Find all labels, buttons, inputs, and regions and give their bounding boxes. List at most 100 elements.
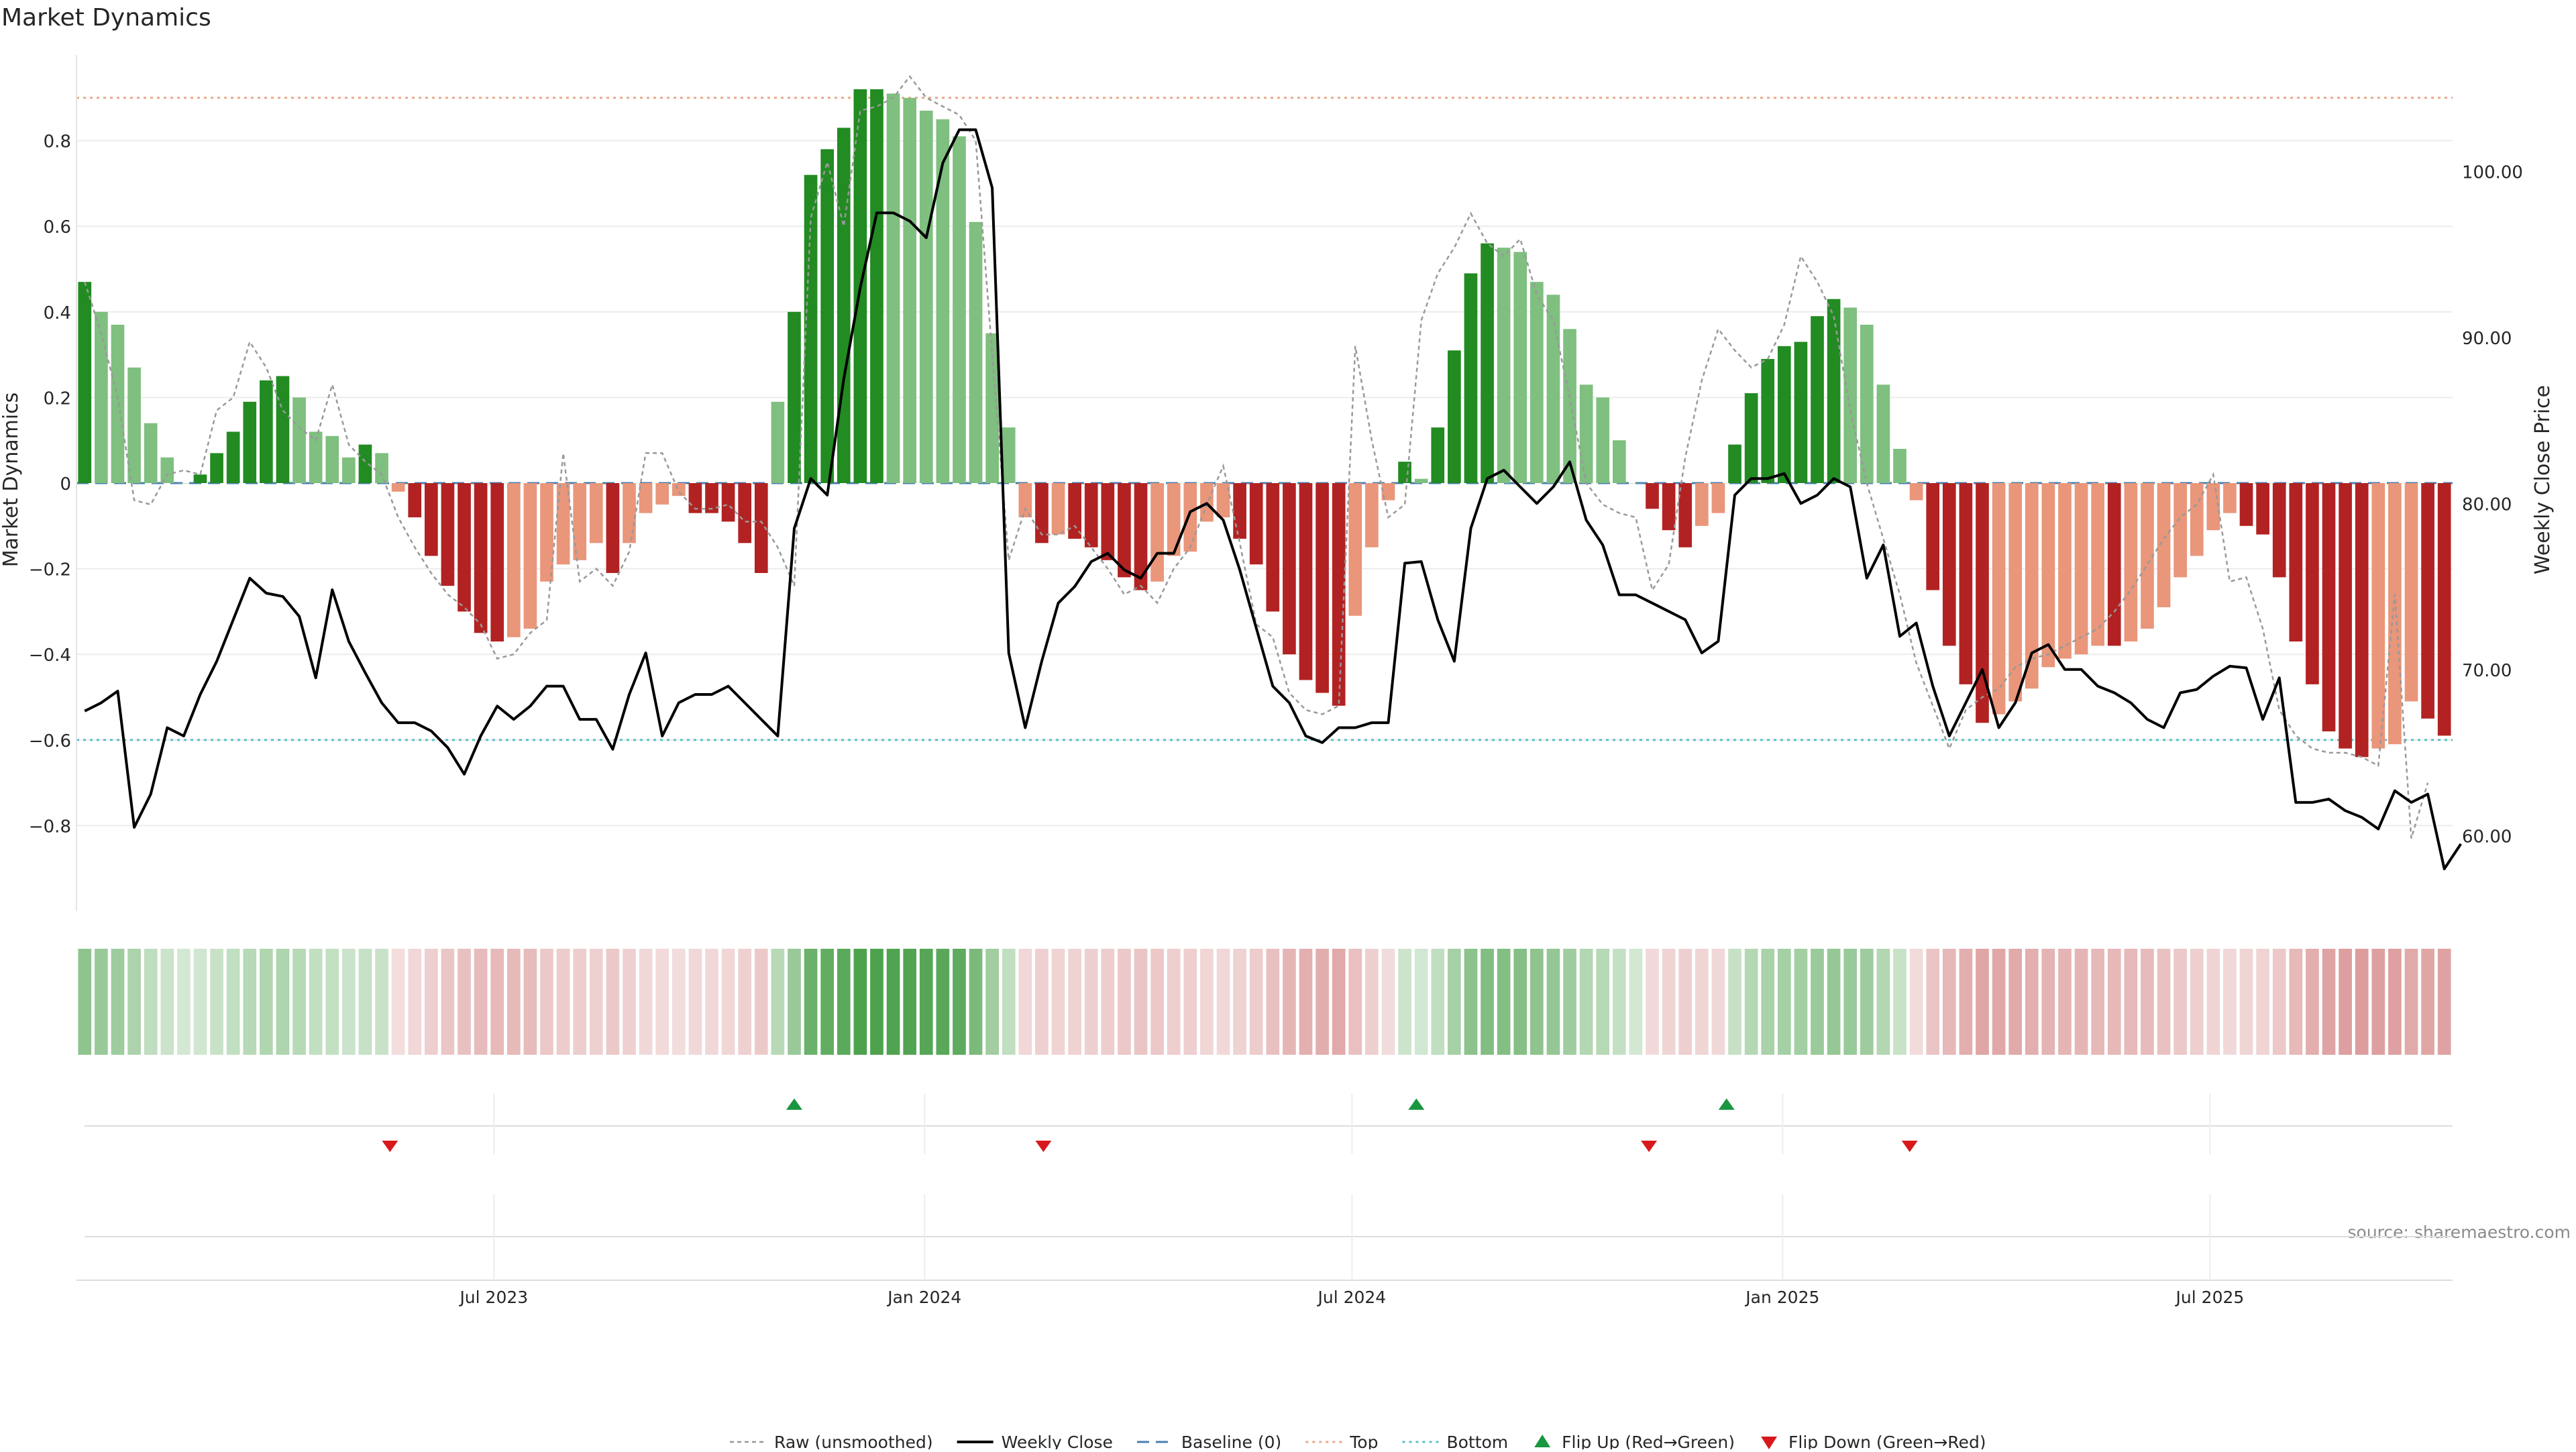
bar [458, 483, 471, 612]
band-cell [2339, 949, 2352, 1055]
bar [441, 483, 455, 586]
legend-swatch [1534, 1435, 1551, 1447]
bar [2421, 483, 2434, 719]
bar [556, 483, 570, 565]
bar [1431, 427, 1445, 483]
bar [1348, 483, 1362, 616]
band-cell [2306, 949, 2319, 1055]
bar [2272, 483, 2286, 578]
bar [1134, 483, 1148, 590]
band-cell [1348, 949, 1362, 1055]
band-cell [2256, 949, 2269, 1055]
band-cell [1283, 949, 1296, 1055]
bar [2141, 483, 2154, 629]
band-cell [441, 949, 455, 1055]
bar [1283, 483, 1296, 655]
bar [1843, 307, 1858, 483]
band-cell [1513, 949, 1527, 1055]
bar [655, 483, 669, 505]
bar [870, 89, 883, 484]
band-cell [903, 949, 916, 1055]
band-cell [1794, 949, 1808, 1055]
band-cell [1118, 949, 1131, 1055]
band-cell [1579, 949, 1593, 1055]
bar [276, 376, 290, 483]
band-cell [771, 949, 785, 1055]
bar [292, 397, 306, 483]
bar [490, 483, 504, 642]
band-cell [1959, 949, 1973, 1055]
x-tick-label: Jul 2024 [1316, 1288, 1386, 1307]
bar [2124, 483, 2138, 642]
band-cell [210, 949, 223, 1055]
bar [226, 431, 240, 483]
band-cell [127, 949, 141, 1055]
flip-markers [85, 1098, 2453, 1237]
raw-line [84, 74, 2429, 839]
band-cell [2025, 949, 2039, 1055]
band-cell [1381, 949, 1395, 1055]
bar [2388, 483, 2402, 745]
band-cell [639, 949, 653, 1055]
band-cell [2223, 949, 2237, 1055]
band-cell [1811, 949, 1824, 1055]
bar [1167, 483, 1181, 556]
bar [2206, 483, 2220, 531]
bar [1018, 483, 1032, 518]
band-cell [1976, 949, 1989, 1055]
bar [1596, 397, 1610, 483]
band-cell [1167, 949, 1181, 1055]
bar [985, 333, 999, 483]
legend-label: Baseline (0) [1181, 1433, 1281, 1449]
bar [1827, 299, 1841, 483]
y2-tick-label: 80.00 [2462, 495, 2512, 515]
band-cell [1101, 949, 1115, 1055]
band-cell [738, 949, 752, 1055]
bar [1695, 483, 1709, 526]
band-cell [1860, 949, 1874, 1055]
bar [1926, 483, 1940, 590]
bar [78, 282, 92, 483]
bar [160, 457, 174, 483]
band-cell [556, 949, 570, 1055]
band-cell [160, 949, 174, 1055]
band-cell [1068, 949, 1081, 1055]
band-cell [1150, 949, 1164, 1055]
legend-item-baseline: Baseline (0) [1136, 1433, 1281, 1452]
band-cell [243, 949, 257, 1055]
band-cell [2174, 949, 2187, 1055]
band-cell [1662, 949, 1676, 1055]
chart-title: Market Dynamics [1, 4, 211, 32]
bar [1909, 483, 1923, 501]
bar [506, 483, 521, 637]
band-cell [1299, 949, 1313, 1055]
bar [1646, 483, 1659, 509]
band-cell [1827, 949, 1841, 1055]
band-cell [1728, 949, 1741, 1055]
bar [672, 483, 686, 497]
flip-down-marker [1641, 1141, 1658, 1152]
regime-bands [78, 949, 2451, 1055]
bar [523, 483, 537, 629]
bar [2041, 483, 2055, 668]
bar [1414, 478, 1428, 483]
band-cell [820, 949, 835, 1055]
band-cell [1942, 949, 1956, 1055]
bar [2256, 483, 2269, 535]
band-cell [788, 949, 801, 1055]
bar [2190, 483, 2204, 556]
y-tick-label: −0.8 [29, 817, 71, 837]
band-cell [870, 949, 883, 1055]
band-cell [2058, 949, 2072, 1055]
bar [754, 483, 768, 573]
bar [1794, 342, 1808, 483]
legend-label: Top [1349, 1433, 1378, 1449]
band-cell [1481, 949, 1494, 1055]
x-tick-label: Jan 2024 [886, 1288, 961, 1307]
bar [721, 483, 735, 522]
band-cell [1563, 949, 1576, 1055]
band-cell [1613, 949, 1626, 1055]
bar [193, 474, 207, 483]
band-cell [325, 949, 339, 1055]
bar [540, 483, 553, 582]
